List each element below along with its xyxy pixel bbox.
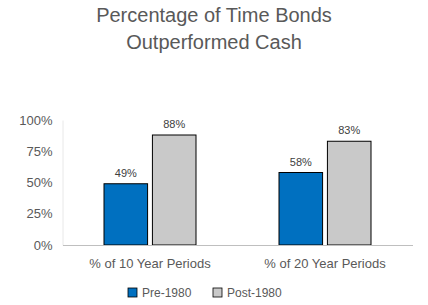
y-tick: 25% — [26, 206, 62, 221]
data-label: 58% — [290, 156, 312, 168]
y-tick-label: 0% — [34, 238, 53, 253]
x-tick: % of 10 Year Periods — [89, 245, 211, 271]
chart: Percentage of Time BondsOutperformed Cas… — [0, 0, 428, 305]
y-tick: 75% — [26, 144, 62, 159]
y-tick: 50% — [26, 175, 62, 190]
data-label: 49% — [115, 167, 137, 179]
y-tick-label: 100% — [19, 113, 53, 128]
data-labels: 49% 58% 88% 83% — [115, 118, 361, 179]
x-tick-label: % of 20 Year Periods — [264, 256, 386, 271]
bars — [104, 135, 371, 245]
y-tick-label: 25% — [26, 206, 52, 221]
x-axis-line — [63, 245, 413, 246]
bar — [279, 173, 323, 246]
bar — [327, 141, 371, 245]
legend-swatch — [213, 288, 222, 297]
legend-label: Post-1980 — [227, 286, 282, 300]
y-tick: 0% — [34, 238, 63, 253]
data-label: 83% — [338, 124, 360, 136]
x-tick: % of 20 Year Periods — [264, 245, 386, 271]
data-label: 88% — [163, 118, 185, 130]
x-axis: % of 10 Year Periods % of 20 Year Periods — [63, 245, 413, 271]
y-tick: 100% — [19, 113, 62, 128]
bar — [152, 135, 196, 245]
legend: Pre-1980 Post-1980 — [128, 286, 282, 300]
y-axis-line — [63, 121, 64, 246]
x-tick-label: % of 10 Year Periods — [89, 256, 211, 271]
y-tick-label: 50% — [26, 175, 52, 190]
y-tick-label: 75% — [26, 144, 52, 159]
y-axis: 0% 25% 50% 75% 100% — [19, 113, 63, 253]
legend-label: Pre-1980 — [142, 286, 192, 300]
legend-swatch — [128, 288, 137, 297]
bar — [104, 184, 148, 245]
title: Percentage of Time BondsOutperformed Cas… — [96, 4, 332, 53]
